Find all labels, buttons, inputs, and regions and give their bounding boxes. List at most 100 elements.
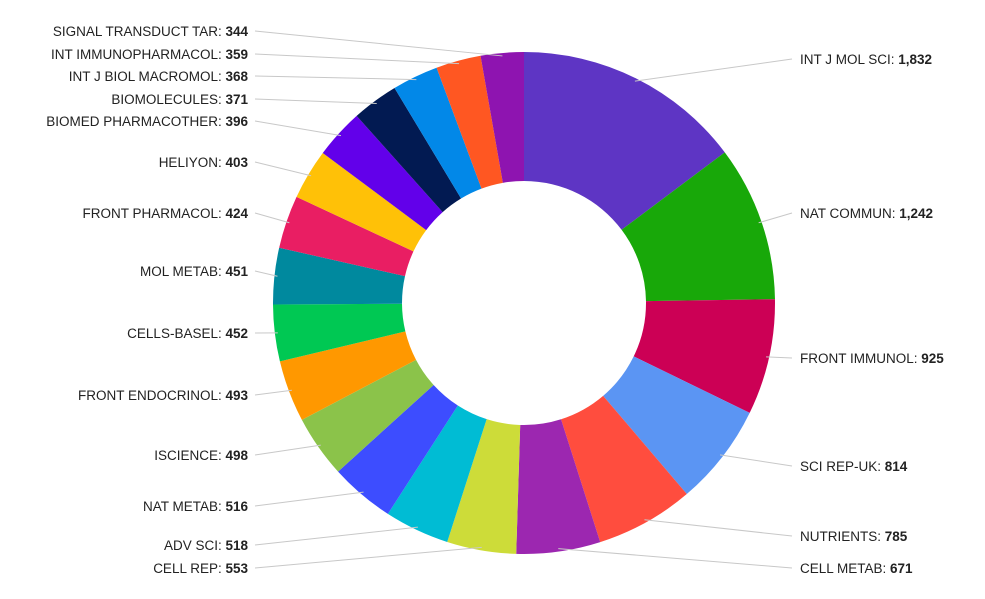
label-name: BIOMOLECULES: [111, 92, 225, 107]
label-cells-basel: CELLS-BASEL: 452 [127, 326, 248, 341]
slice-cell-metab [516, 419, 601, 554]
label-name: INT IMMUNOPHARMACOL: [51, 47, 226, 62]
label-biomed-pharmacother: BIOMED PHARMACOTHER: 396 [46, 114, 248, 129]
label-name: MOL METAB: [140, 264, 226, 279]
slice-biomed-pharmacother [322, 115, 443, 231]
label-front-endocrinol: FRONT ENDOCRINOL: 493 [78, 388, 249, 403]
label-sci-rep-uk: SCI REP-UK: 814 [800, 459, 908, 474]
slice-mol-metab [272, 247, 405, 305]
label-name: CELL REP: [153, 561, 225, 576]
label-name: INT J BIOL MACROMOL: [69, 69, 226, 84]
label-name: FRONT IMMUNOL: [800, 351, 921, 366]
slice-biomolecules [356, 87, 462, 213]
label-front-pharmacol: FRONT PHARMACOL: 424 [82, 206, 248, 221]
slice-iscience [301, 359, 434, 472]
leader-line-mol-metab [254, 270, 278, 277]
label-name: SCI REP-UK: [800, 459, 885, 474]
slice-front-immunol [633, 299, 776, 413]
slice-int-j-biol-macromol [394, 67, 482, 199]
label-value: 518 [225, 538, 248, 553]
slice-sci-rep-uk [603, 356, 750, 495]
label-value: 451 [225, 264, 248, 279]
label-int-immunopharmacol: INT IMMUNOPHARMACOL: 359 [51, 47, 248, 62]
leader-line-cell-rep [254, 546, 482, 569]
label-cell-rep: CELL REP: 553 [153, 561, 248, 576]
label-value: 424 [225, 206, 248, 221]
slice-front-endocrinol [279, 331, 417, 420]
slice-int-j-mol-sci [524, 52, 725, 230]
label-cell-metab: CELL METAB: 671 [800, 561, 913, 576]
leader-line-int-immunopharmacol [254, 53, 460, 65]
leader-line-int-j-mol-sci [634, 58, 793, 82]
label-name: HELIYON: [159, 155, 226, 170]
label-name: CELLS-BASEL: [127, 326, 225, 341]
label-int-j-biol-macromol: INT J BIOL MACROMOL: 368 [69, 69, 249, 84]
label-name: FRONT PHARMACOL: [82, 206, 225, 221]
slice-adv-sci [387, 405, 487, 542]
slice-int-immunopharmacol [436, 55, 503, 189]
slice-heliyon [296, 152, 427, 252]
label-name: NAT COMMUN: [800, 206, 899, 221]
label-value: 403 [225, 155, 248, 170]
label-name: NUTRIENTS: [800, 529, 885, 544]
label-name: INT J MOL SCI: [800, 52, 898, 67]
label-biomolecules: BIOMOLECULES: 371 [111, 92, 248, 107]
label-value: 1,832 [898, 52, 932, 67]
label-value: 396 [225, 114, 248, 129]
leader-lines-group [254, 30, 793, 569]
label-value: 671 [890, 561, 913, 576]
label-value: 359 [225, 47, 248, 62]
label-value: 498 [225, 448, 248, 463]
leader-line-nat-commun [758, 212, 793, 224]
label-name: ADV SCI: [164, 538, 226, 553]
leader-line-cell-metab [558, 548, 793, 569]
slice-nutrients [561, 395, 687, 543]
slice-signal-transduct-tar [480, 52, 524, 183]
label-heliyon: HELIYON: 403 [159, 155, 249, 170]
label-value: 925 [921, 351, 944, 366]
slice-cells-basel [273, 303, 406, 362]
leader-line-sci-rep-uk [719, 454, 793, 467]
label-mol-metab: MOL METAB: 451 [140, 264, 249, 279]
slice-front-pharmacol [279, 196, 414, 277]
slice-nat-metab [338, 384, 458, 514]
slice-nat-commun [621, 152, 775, 302]
label-nat-commun: NAT COMMUN: 1,242 [800, 206, 933, 221]
label-nat-metab: NAT METAB: 516 [143, 499, 249, 514]
label-name: BIOMED PHARMACOTHER: [46, 114, 225, 129]
label-value: 452 [225, 326, 248, 341]
label-front-immunol: FRONT IMMUNOL: 925 [800, 351, 944, 366]
label-iscience: ISCIENCE: 498 [154, 448, 248, 463]
label-value: 553 [225, 561, 248, 576]
label-value: 814 [885, 459, 908, 474]
leader-line-front-pharmacol [254, 212, 290, 224]
label-value: 1,242 [899, 206, 933, 221]
leader-line-biomolecules [254, 98, 377, 104]
label-name: FRONT ENDOCRINOL: [78, 388, 226, 403]
leader-line-int-j-biol-macromol [254, 75, 417, 81]
leader-line-signal-transduct-tar [254, 30, 503, 57]
leader-line-nutrients [644, 519, 793, 537]
label-name: SIGNAL TRANSDUCT TAR: [53, 24, 226, 39]
leader-line-heliyon [254, 161, 312, 177]
label-adv-sci: ADV SCI: 518 [164, 538, 249, 553]
label-name: ISCIENCE: [154, 448, 225, 463]
label-value: 516 [225, 499, 248, 514]
label-name: CELL METAB: [800, 561, 890, 576]
label-signal-transduct-tar: SIGNAL TRANSDUCT TAR: 344 [53, 24, 249, 39]
label-value: 493 [225, 388, 248, 403]
label-value: 368 [225, 69, 248, 84]
leader-line-iscience [254, 444, 321, 456]
label-value: 371 [225, 92, 248, 107]
slice-cell-rep [447, 419, 521, 554]
leader-line-front-endocrinol [254, 389, 292, 396]
leader-line-nat-metab [254, 491, 364, 507]
label-value: 344 [225, 24, 248, 39]
label-name: NAT METAB: [143, 499, 226, 514]
slices-group [272, 52, 776, 554]
leader-line-biomed-pharmacother [254, 120, 342, 137]
label-nutrients: NUTRIENTS: 785 [800, 529, 908, 544]
leader-line-front-immunol [766, 356, 793, 359]
label-int-j-mol-sci: INT J MOL SCI: 1,832 [800, 52, 932, 67]
